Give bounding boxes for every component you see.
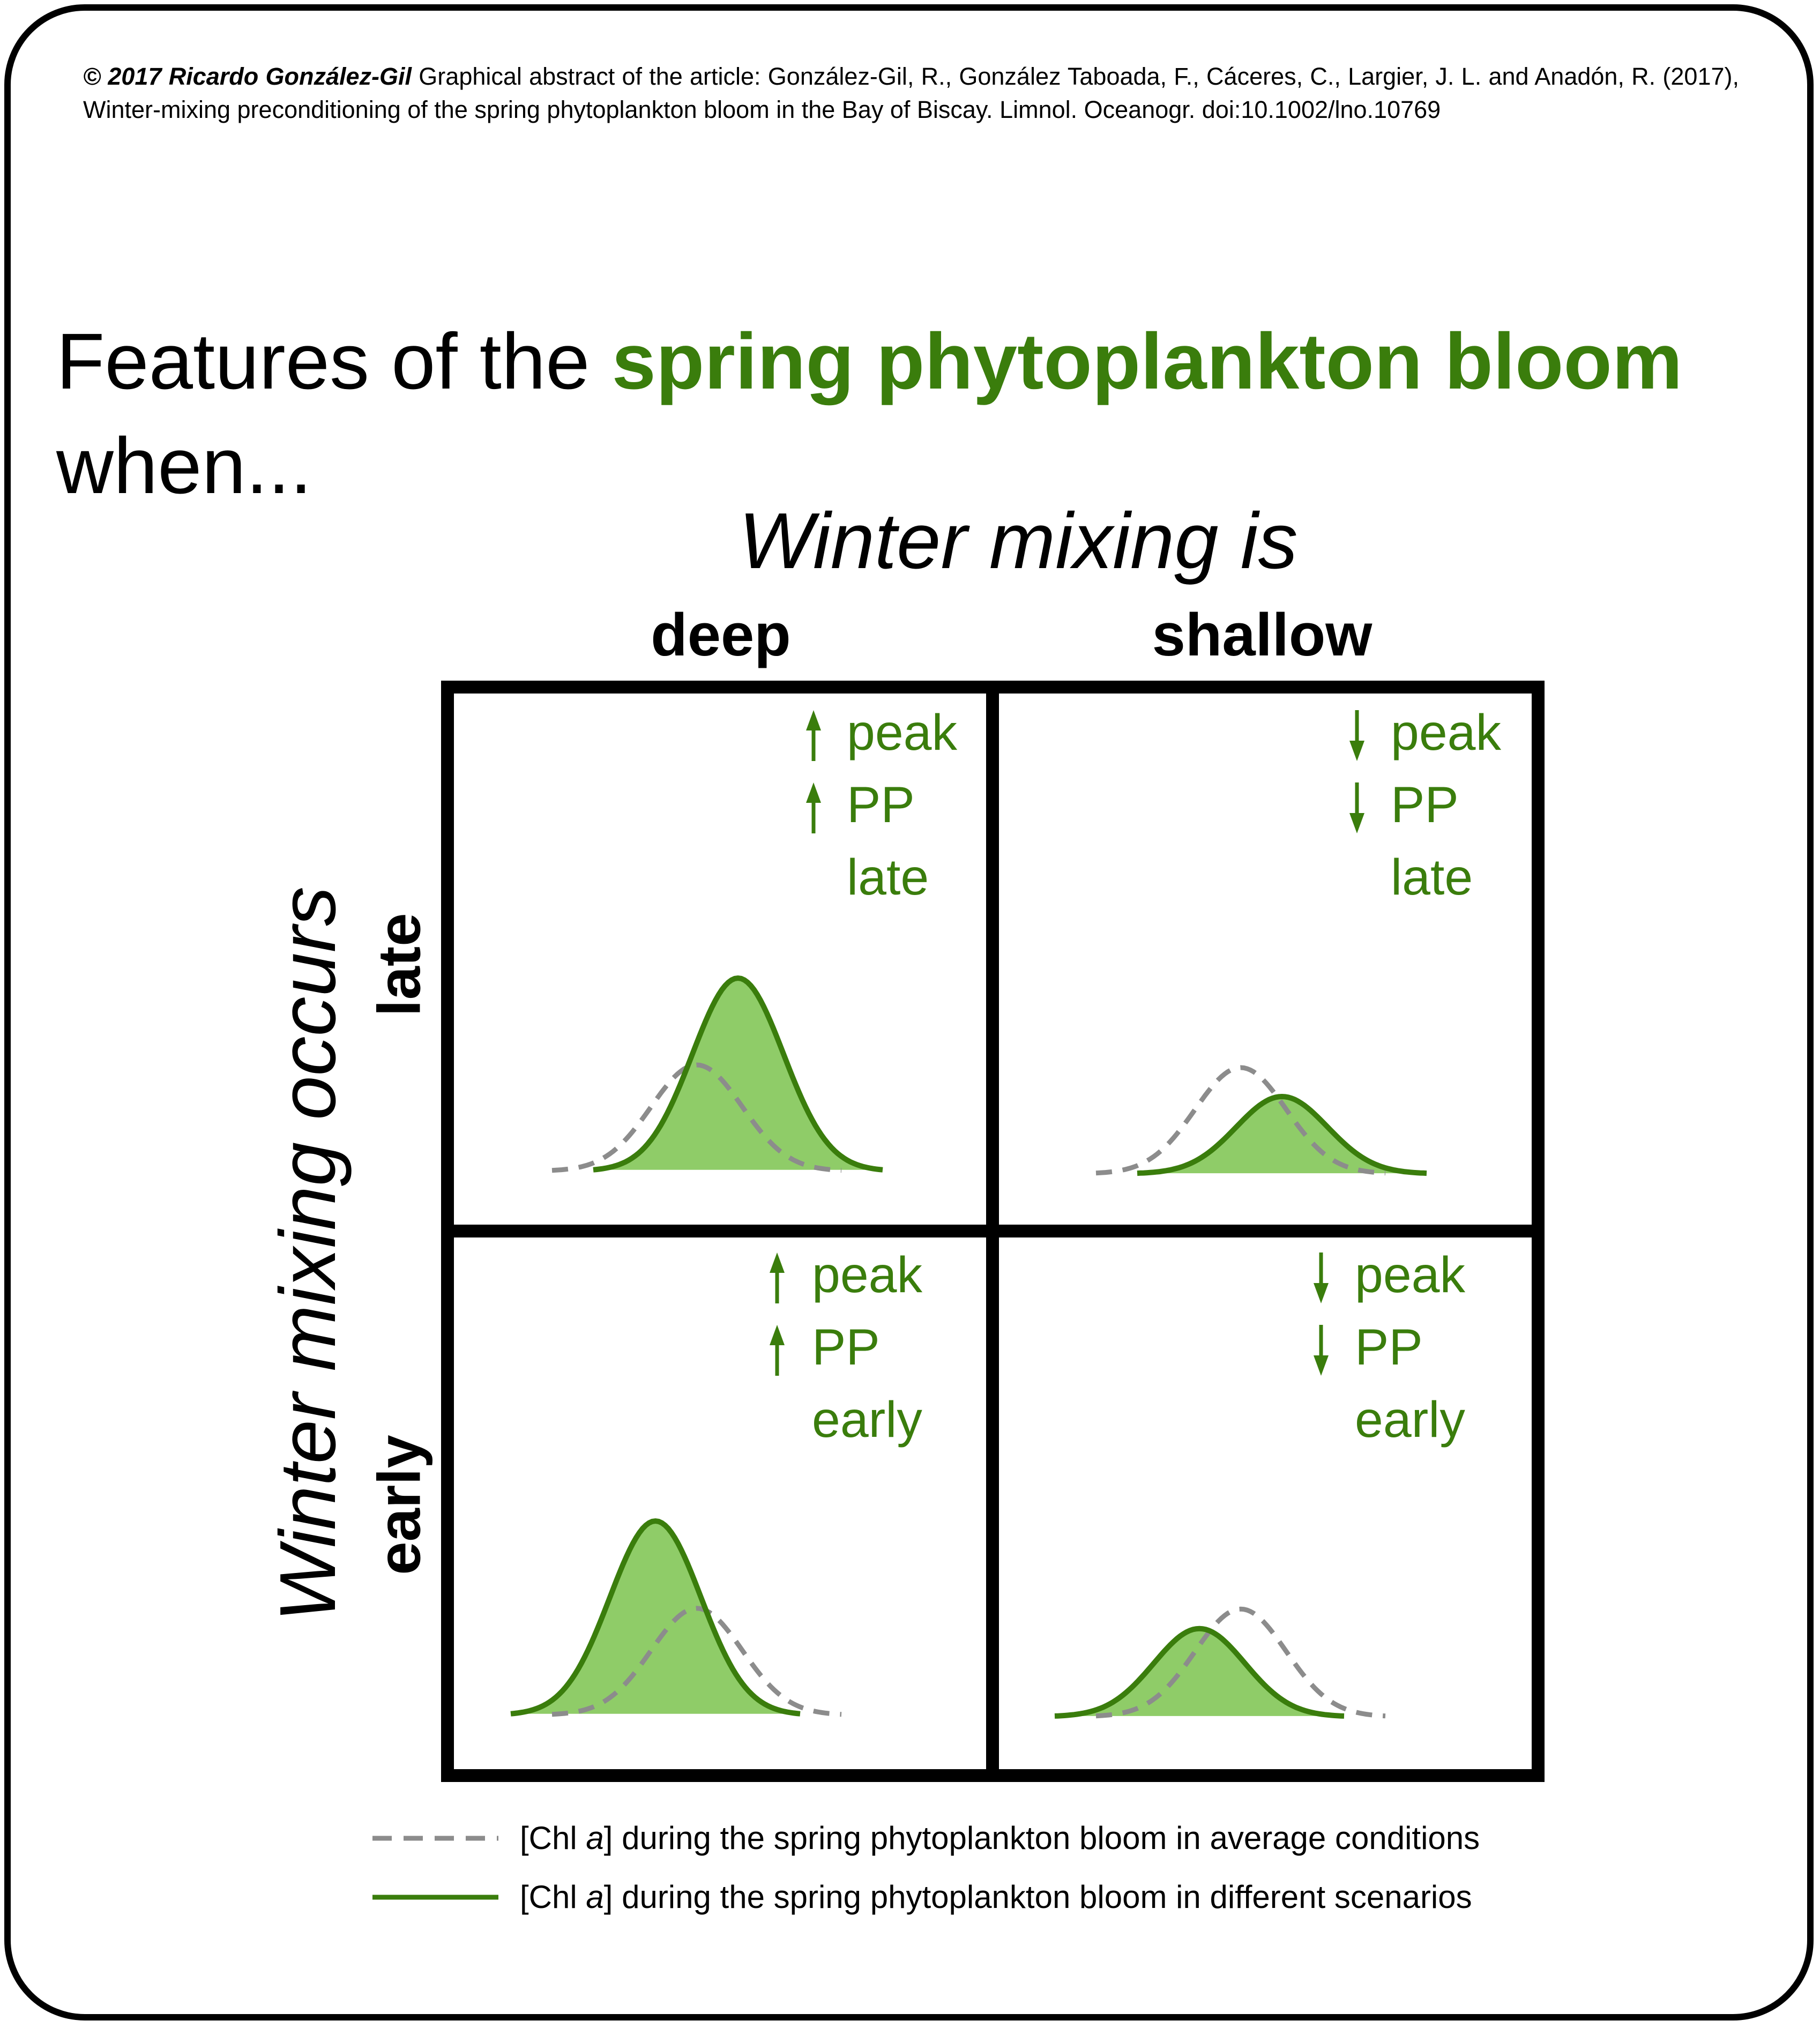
- indicators-late-shallow: peak PP late: [1391, 697, 1501, 914]
- indicators-early-shallow: peak PP early: [1355, 1239, 1465, 1456]
- arrow-down-icon-pp: [1314, 1325, 1329, 1376]
- credit-citation: Graphical abstract of the article: Gonzá…: [83, 63, 1739, 123]
- legend-swatch-solid: [372, 1895, 498, 1900]
- legend-label-scenario: [Chl a] during the spring phytoplankton …: [520, 1879, 1472, 1915]
- average-curve-late-deep: [551, 1062, 842, 1173]
- arrow-up-icon-pp: [806, 782, 821, 833]
- title-highlight: spring phytoplankton bloom: [611, 317, 1683, 406]
- credit-author: © 2017 Ricardo González-Gil: [83, 63, 412, 90]
- indicator-peak: peak: [1355, 1247, 1466, 1303]
- legend-label-average: [Chl a] during the spring phytoplankton …: [520, 1820, 1480, 1856]
- title-prefix: Features of the: [56, 317, 612, 406]
- legend-swatch-dashed: [372, 1836, 498, 1841]
- page-title-line2: when...: [56, 422, 312, 510]
- arrow-up-icon-peak: [806, 710, 821, 761]
- bloom-area-early-deep: [511, 1521, 800, 1714]
- column-label-deep: deep: [651, 601, 791, 668]
- indicator-timing: early: [1355, 1391, 1465, 1448]
- scenario-curve-late-deep: [593, 975, 883, 1173]
- indicator-timing: early: [812, 1391, 922, 1448]
- average-curve-early-shallow: [1095, 1606, 1386, 1719]
- credit-text: © 2017 Ricardo González-Gil Graphical ab…: [83, 60, 1739, 126]
- arrow-down-icon-peak: [1314, 1252, 1329, 1303]
- average-curve-late-shallow: [1095, 1065, 1386, 1176]
- indicator-peak: peak: [812, 1247, 923, 1303]
- indicator-peak: peak: [847, 704, 958, 761]
- indicator-pp: PP: [847, 777, 915, 833]
- bloom-area-late-shallow: [1137, 1097, 1427, 1174]
- page-frame: [4, 4, 1814, 2020]
- arrow-down-icon-peak: [1349, 710, 1364, 761]
- scenario-curve-early-shallow: [1054, 1626, 1345, 1719]
- arrow-up-icon-peak: [770, 1252, 785, 1303]
- bloom-area-late-deep: [593, 978, 883, 1170]
- indicator-peak: peak: [1391, 704, 1502, 761]
- scenario-curve-late-shallow: [1137, 1093, 1427, 1176]
- column-label-shallow: shallow: [1152, 601, 1373, 668]
- indicator-pp: PP: [812, 1319, 880, 1376]
- indicator-timing: late: [847, 849, 929, 906]
- indicators-late-deep: peak PP late: [847, 697, 957, 914]
- average-curve-early-deep: [551, 1606, 842, 1717]
- page-title: Features of the spring phytoplankton blo…: [56, 316, 1682, 407]
- indicator-timing: late: [1391, 849, 1473, 906]
- indicator-pp: PP: [1355, 1319, 1423, 1376]
- scenario-curve-early-deep: [510, 1518, 801, 1717]
- arrow-up-icon-pp: [770, 1325, 785, 1376]
- column-axis-title: Winter mixing is: [739, 497, 1298, 585]
- arrow-down-icon-pp: [1349, 782, 1364, 833]
- indicators-early-deep: peak PP early: [812, 1239, 922, 1456]
- indicator-pp: PP: [1391, 777, 1459, 833]
